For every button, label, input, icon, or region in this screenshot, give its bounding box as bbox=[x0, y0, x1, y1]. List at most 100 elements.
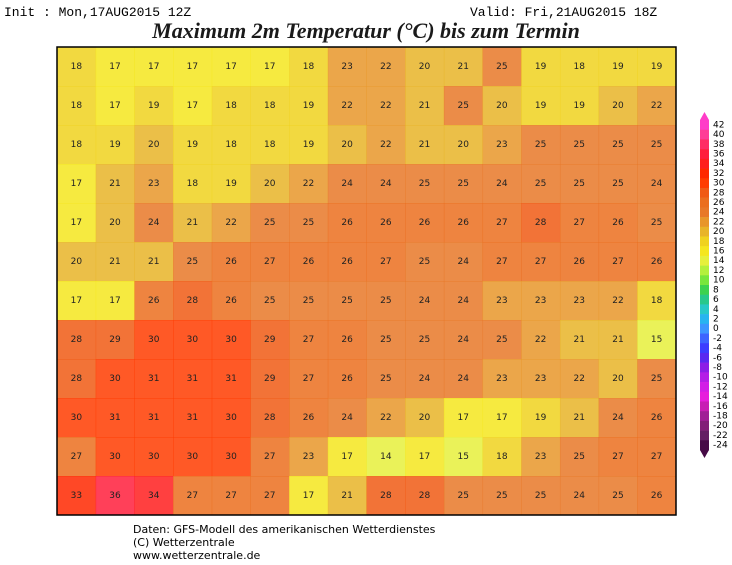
temperature-cell bbox=[482, 398, 522, 438]
temperature-cell bbox=[443, 281, 484, 321]
temperature-cell bbox=[637, 125, 677, 165]
temperature-value: 20 bbox=[264, 179, 276, 189]
temperature-value: 15 bbox=[457, 452, 468, 462]
temperature-value: 23 bbox=[148, 179, 159, 189]
temperature-cell bbox=[289, 125, 329, 165]
temperature-cell bbox=[637, 47, 677, 87]
temperature-cell bbox=[405, 47, 445, 87]
temperature-cell bbox=[289, 47, 329, 87]
temperature-value: 17 bbox=[71, 179, 82, 189]
temperature-value: 21 bbox=[109, 257, 120, 267]
temperature-value: 27 bbox=[380, 257, 391, 267]
temperature-value: 34 bbox=[148, 491, 160, 501]
colorbar-label: 42 bbox=[713, 120, 724, 130]
colorbar-swatch bbox=[700, 226, 709, 237]
footer-line: (C) Wetterzentrale bbox=[133, 536, 235, 549]
temperature-cell bbox=[443, 476, 484, 516]
temperature-value: 29 bbox=[264, 335, 276, 345]
temperature-value: 24 bbox=[612, 413, 624, 423]
temperature-cell bbox=[559, 242, 600, 282]
colorbar-swatch bbox=[700, 265, 709, 276]
temperature-cell bbox=[173, 398, 213, 438]
temperature-value: 20 bbox=[612, 101, 624, 111]
temperature-value: 25 bbox=[496, 335, 507, 345]
temperature-value: 25 bbox=[187, 257, 198, 267]
temperature-cell bbox=[598, 47, 638, 87]
temperature-value: 18 bbox=[264, 140, 276, 150]
colorbar-swatch bbox=[700, 149, 709, 160]
temperature-value: 22 bbox=[535, 335, 546, 345]
temperature-value: 24 bbox=[341, 413, 353, 423]
temperature-value: 19 bbox=[148, 101, 160, 111]
colorbar-swatch bbox=[700, 352, 709, 363]
temperature-value: 19 bbox=[535, 413, 547, 423]
temperature-cell bbox=[405, 164, 445, 204]
temperature-cell bbox=[598, 125, 638, 165]
colorbar-label: 34 bbox=[713, 159, 725, 169]
temperature-value: 27 bbox=[612, 257, 623, 267]
temperature-value: 25 bbox=[612, 179, 623, 189]
temperature-value: 27 bbox=[574, 218, 585, 228]
temperature-value: 24 bbox=[457, 374, 469, 384]
temperature-cell bbox=[366, 281, 406, 321]
colorbar-label: -6 bbox=[713, 353, 722, 363]
temperature-cell bbox=[521, 359, 561, 399]
colorbar-swatch bbox=[700, 323, 709, 334]
temperature-cell bbox=[443, 125, 484, 165]
temperature-value: 21 bbox=[109, 179, 120, 189]
temperature-value: 33 bbox=[71, 491, 82, 501]
colorbar-label: -22 bbox=[713, 431, 728, 441]
temperature-value: 15 bbox=[651, 335, 662, 345]
temperature-cell bbox=[57, 47, 97, 87]
temperature-value: 26 bbox=[380, 218, 392, 228]
temperature-value: 25 bbox=[535, 179, 546, 189]
temperature-cell bbox=[289, 86, 329, 126]
temperature-value: 30 bbox=[225, 335, 237, 345]
temperature-cell bbox=[559, 125, 600, 165]
temperature-cell bbox=[482, 203, 522, 243]
temperature-value: 17 bbox=[71, 296, 82, 306]
temperature-value: 30 bbox=[225, 452, 237, 462]
temperature-cell bbox=[211, 164, 251, 204]
temperature-cell bbox=[173, 125, 213, 165]
colorbar-swatch bbox=[700, 285, 709, 296]
temperature-value: 25 bbox=[457, 101, 468, 111]
temperature-value: 18 bbox=[225, 101, 237, 111]
temperature-value: 27 bbox=[535, 257, 546, 267]
temperature-cell bbox=[405, 359, 445, 399]
colorbar-label: -16 bbox=[713, 402, 728, 412]
temperature-cell bbox=[482, 125, 522, 165]
colorbar-label: 24 bbox=[713, 208, 725, 218]
map-field: 18 17 17 17 17 17 18 23 22 20 21 25 19 18 19 19 18 17 19 17… bbox=[57, 47, 677, 516]
temperature-cell bbox=[327, 242, 367, 282]
temperature-cell bbox=[327, 47, 367, 87]
temperature-value: 27 bbox=[264, 257, 275, 267]
temperature-cell bbox=[482, 359, 522, 399]
map-title: Maximum 2m Temperatur (°C) bis zum Termi… bbox=[151, 18, 580, 43]
temperature-cell bbox=[95, 86, 135, 126]
temperature-value: 30 bbox=[187, 452, 199, 462]
temperature-cell bbox=[134, 86, 174, 126]
temperature-cell bbox=[289, 164, 329, 204]
temperature-cell bbox=[559, 320, 600, 360]
colorbar-label: -18 bbox=[713, 412, 728, 422]
temperature-cell bbox=[637, 164, 677, 204]
temperature-value: 21 bbox=[612, 335, 623, 345]
temperature-value: 20 bbox=[457, 140, 469, 150]
temperature-value: 27 bbox=[651, 452, 662, 462]
temperature-cell bbox=[482, 86, 522, 126]
temperature-value: 28 bbox=[264, 413, 276, 423]
temperature-value: 26 bbox=[341, 218, 353, 228]
temperature-cell bbox=[559, 437, 600, 477]
temperature-value: 22 bbox=[380, 140, 391, 150]
temperature-cell bbox=[521, 398, 561, 438]
temperature-cell bbox=[250, 359, 290, 399]
temperature-cell bbox=[405, 281, 445, 321]
temperature-cell bbox=[327, 398, 367, 438]
temperature-value: 24 bbox=[651, 179, 663, 189]
colorbar-label: 16 bbox=[713, 247, 725, 257]
temperature-cell bbox=[598, 437, 638, 477]
temperature-cell bbox=[443, 359, 484, 399]
temperature-value: 31 bbox=[187, 374, 198, 384]
